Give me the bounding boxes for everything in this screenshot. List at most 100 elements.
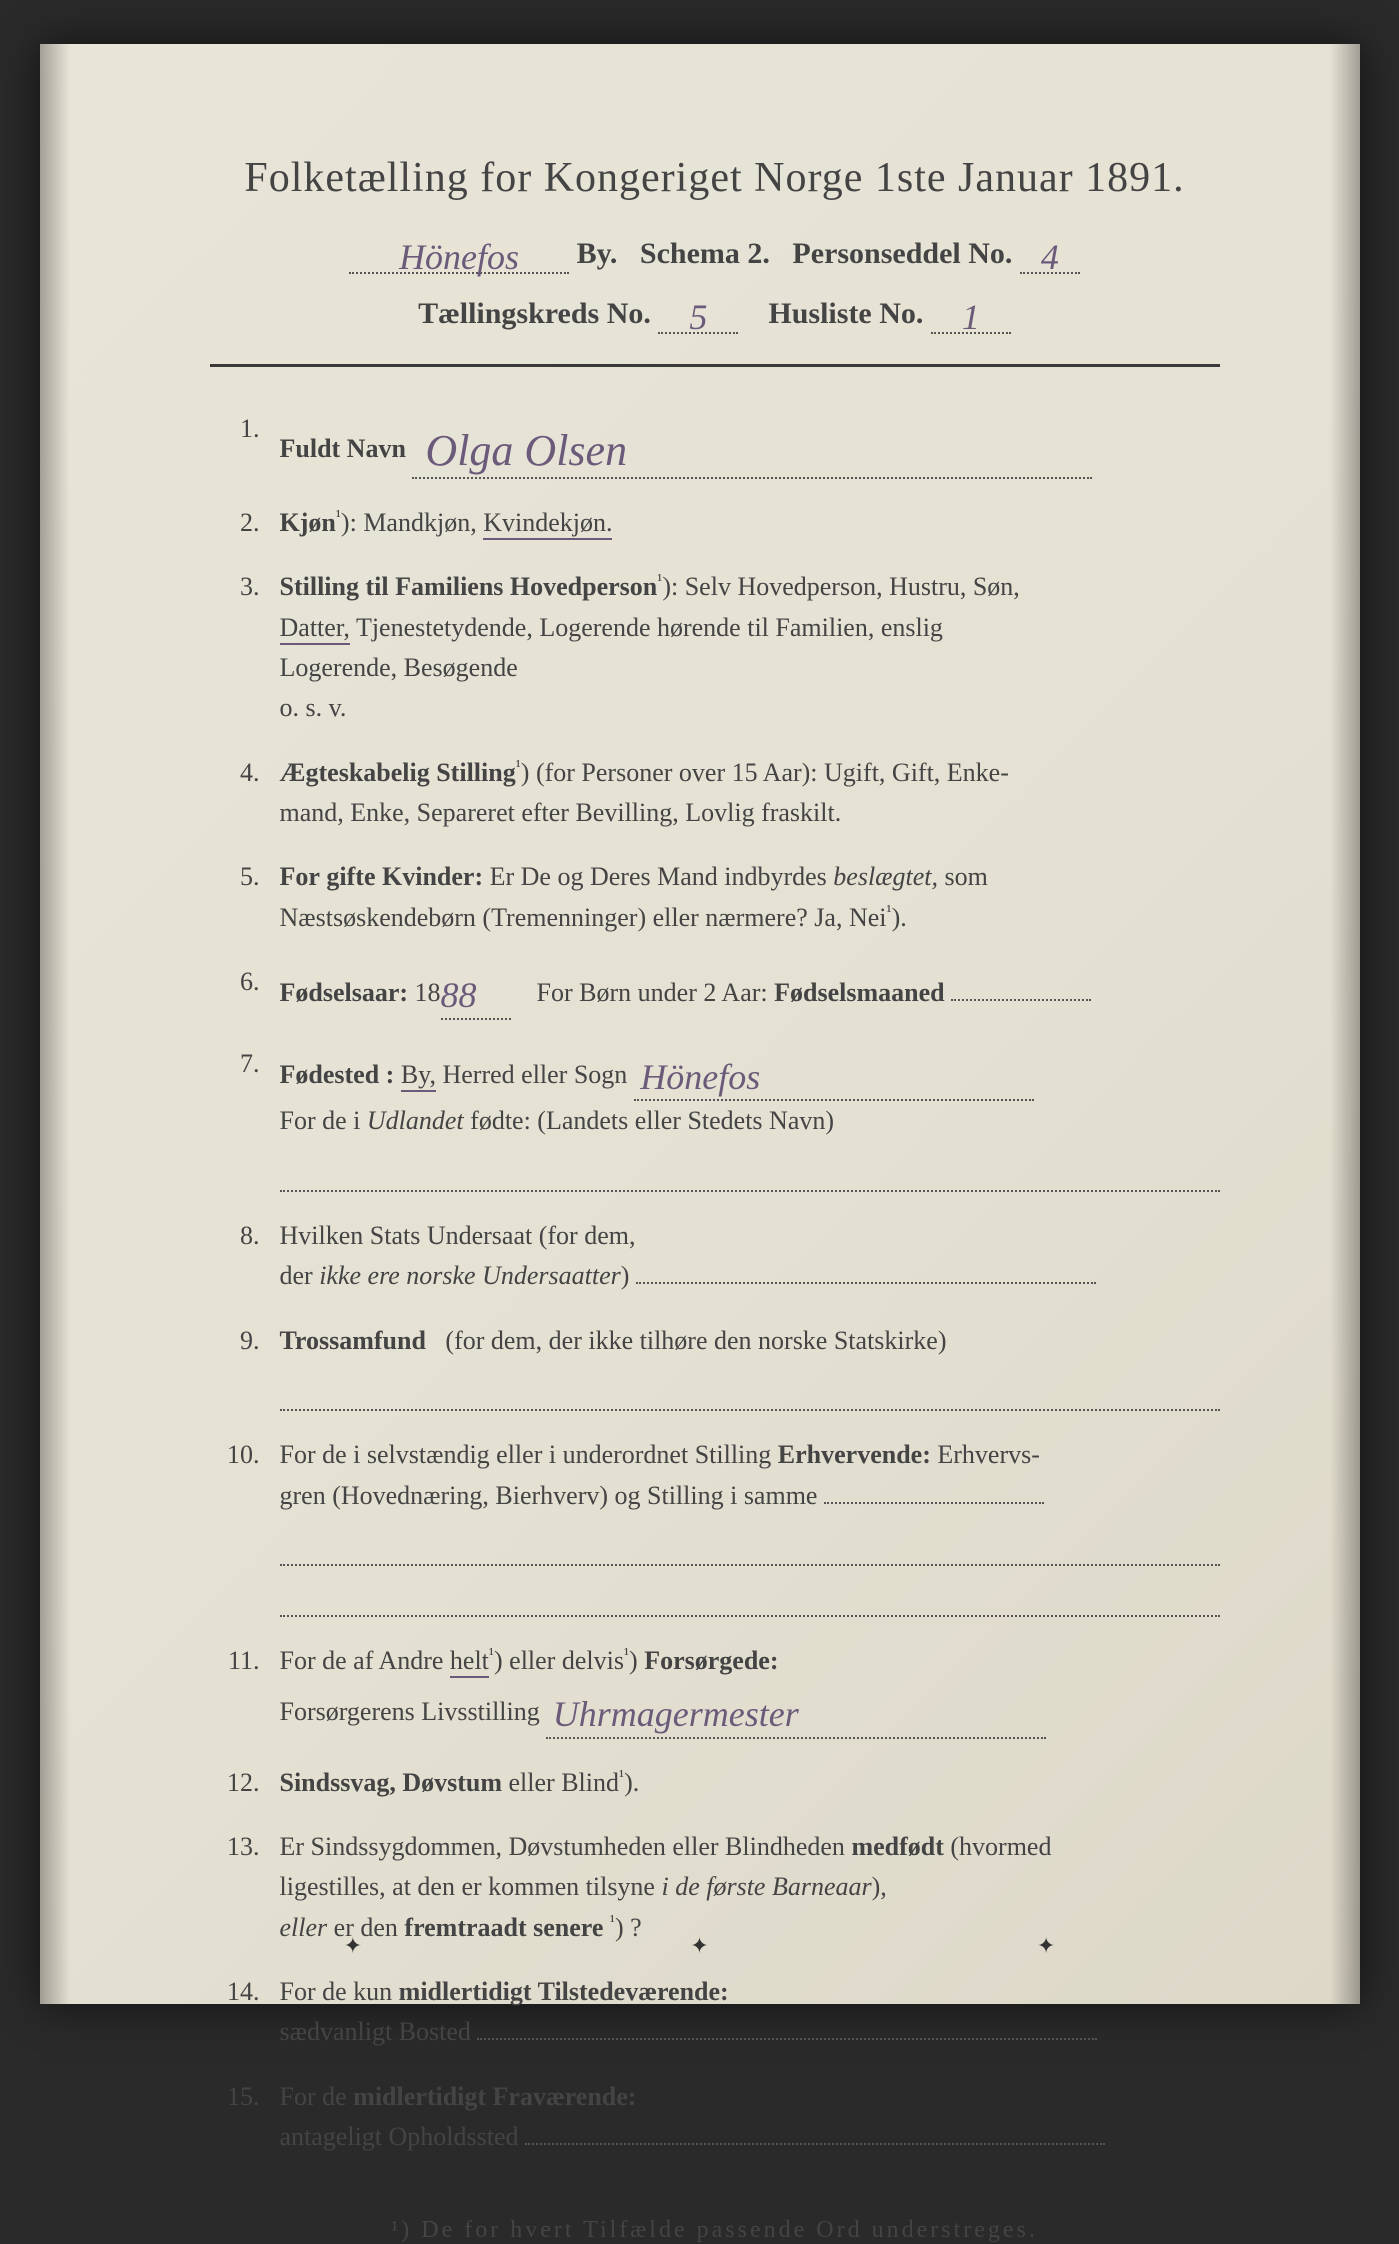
husliste-label: Husliste No.	[768, 297, 923, 330]
item-6-label: Fødselsaar:	[280, 978, 409, 1007]
city-field: Hönefos	[349, 230, 569, 274]
pin-icon: ✦	[690, 1933, 708, 1959]
item-9: Trossamfund (for dem, der ikke tilhøre d…	[210, 1321, 1220, 1412]
item-4: Ægteskabelig Stilling¹) (for Personer ov…	[210, 753, 1220, 834]
item-3-selected: Datter,	[280, 613, 350, 645]
item-1: Fuldt Navn Olga Olsen	[210, 409, 1220, 479]
item-7-label: Fødested :	[280, 1060, 395, 1089]
footnote: ¹) De for hvert Tilfælde passende Ord un…	[210, 2217, 1220, 2244]
item-14-text1: For de kun	[280, 1977, 393, 2006]
item-4-paren: (for Personer over 15 Aar):	[536, 758, 818, 787]
month-field	[951, 999, 1091, 1001]
paren-4: )	[521, 758, 536, 787]
year-value: 88	[441, 968, 477, 1024]
year-field: 88	[441, 962, 511, 1020]
birthplace-field: Hönefos	[634, 1044, 1034, 1102]
item-11-text2: eller delvis	[509, 1646, 624, 1675]
paren-8: )	[621, 1261, 630, 1290]
item-10-blank2	[280, 1530, 1220, 1566]
item-10-text1: For de i selvstændig eller i underordnet…	[280, 1440, 772, 1469]
item-10-text3: gren (Hovednæring, Bierhverv) og Stillin…	[280, 1481, 818, 1510]
item-6-year-prefix: 18	[415, 978, 441, 1007]
item-11-text1: For de af Andre	[280, 1646, 444, 1675]
item-11-underlined: helt	[450, 1646, 489, 1678]
item-4-text1: Ugift, Gift, Enke-	[824, 758, 1009, 787]
husliste-value: 1	[962, 296, 980, 338]
item-11-text3: Forsørgerens Livsstilling	[280, 1697, 540, 1726]
schema-label: Schema 2.	[640, 237, 770, 270]
personseddel-value: 4	[1041, 236, 1059, 278]
pin-icon: ✦	[344, 1933, 362, 1959]
item-13: Er Sindssygdommen, Døvstumheden eller Bl…	[210, 1827, 1220, 1948]
birthplace-value: Hönefos	[640, 1050, 760, 1106]
item-10-bold1: Erhvervende:	[778, 1440, 931, 1469]
item-14-bold1: midlertidigt Tilstedeværende:	[399, 1977, 729, 2006]
item-3-text4: o. s. v.	[280, 693, 347, 722]
subtitle-row-2: Tællingskreds No. 5 Husliste No. 1	[210, 290, 1220, 334]
item-12: Sindssvag, Døvstum eller Blind¹).	[210, 1763, 1220, 1803]
item-3-text2: Tjenestetydende, Logerende hørende til F…	[356, 613, 943, 642]
item-7: Fødested : By, Herred eller Sogn Hönefos…	[210, 1044, 1220, 1192]
by-label: By.	[577, 237, 618, 270]
item-10: For de i selvstændig eller i underordnet…	[210, 1435, 1220, 1616]
item-5-text1: Er De og Deres Mand indbyrdes	[490, 862, 827, 891]
item-8-text2: der	[280, 1261, 313, 1290]
item-10-blank3	[280, 1580, 1220, 1616]
footnote-text: De for hvert Tilfælde passende Ord under…	[421, 2217, 1038, 2243]
item-13-text1: Er Sindssygdommen, Døvstumheden eller Bl…	[280, 1832, 845, 1861]
item-11: For de af Andre helt¹) eller delvis¹) Fo…	[210, 1641, 1220, 1739]
item-15-blank	[525, 2143, 1105, 2145]
item-4-text2: mand, Enke, Separeret efter Bevilling, L…	[280, 798, 842, 827]
item-5: For gifte Kvinder: Er De og Deres Mand i…	[210, 857, 1220, 938]
item-14: For de kun midlertidigt Tilstedeværende:…	[210, 1972, 1220, 2053]
item-2-opt1: Mandkjøn,	[363, 508, 476, 537]
item-6-label2: Fødselsmaaned	[774, 978, 944, 1007]
item-15-text2: antageligt Opholdssted	[280, 2122, 519, 2151]
colon-3: ):	[662, 572, 684, 601]
item-3-label: Stilling til Familiens Hovedperson	[280, 572, 658, 601]
kreds-field: 5	[658, 290, 738, 334]
pin-marks: ✦ ✦ ✦	[40, 1933, 1360, 1959]
item-2: Kjøn¹): Mandkjøn, Kvindekjøn.	[210, 503, 1220, 543]
shadow-left	[40, 44, 70, 2004]
footnote-marker: ¹)	[391, 2217, 412, 2243]
item-3: Stilling til Familiens Hovedperson¹): Se…	[210, 567, 1220, 728]
name-value: Olga Olsen	[425, 417, 627, 485]
item-3-text3: Logerende, Besøgende	[280, 653, 518, 682]
item-8: Hvilken Stats Undersaat (for dem, der ik…	[210, 1216, 1220, 1297]
paren-12: ).	[624, 1768, 639, 1797]
item-13-bold1: medfødt	[851, 1832, 943, 1861]
item-7-text3: fødte: (Landets eller Stedets Navn)	[470, 1106, 834, 1135]
provider-value: Uhrmagermester	[553, 1687, 799, 1743]
item-5-bold: gifte Kvinder:	[326, 862, 483, 891]
item-9-text1: (for dem, der ikke tilhøre den norske St…	[445, 1326, 946, 1355]
item-2-label: Kjøn	[280, 508, 336, 537]
item-9-label: Trossamfund	[280, 1326, 426, 1355]
subtitle-row-1: Hönefos By. Schema 2. Personseddel No. 4	[210, 230, 1220, 274]
item-15-text1: For de	[280, 2082, 347, 2111]
kreds-value: 5	[689, 296, 707, 338]
item-15-bold1: midlertidigt Fraværende:	[353, 2082, 636, 2111]
form-list: Fuldt Navn Olga Olsen Kjøn¹): Mandkjøn, …	[210, 409, 1220, 2157]
provider-field: Uhrmagermester	[546, 1681, 1046, 1739]
item-13-italic1: i de første Barneaar	[661, 1872, 871, 1901]
item-6-text2: For Børn under 2 Aar:	[537, 978, 768, 1007]
divider	[210, 364, 1220, 367]
item-7-blank	[280, 1156, 1220, 1192]
kreds-label: Tællingskreds No.	[418, 297, 651, 330]
item-10-blank1	[824, 1502, 1044, 1504]
colon-2: ):	[341, 508, 363, 537]
name-field: Olga Olsen	[412, 409, 1092, 479]
shadow-right	[1330, 44, 1360, 2004]
item-5-pre: For	[280, 862, 320, 891]
item-5-italic1: beslægtet,	[833, 862, 938, 891]
item-2-opt2: Kvindekjøn.	[483, 508, 612, 540]
item-8-italic1: ikke ere norske Undersaatter	[319, 1261, 621, 1290]
item-10-text2: Erhvervs-	[937, 1440, 1040, 1469]
item-13-text2: (hvormed	[950, 1832, 1051, 1861]
item-8-blank	[636, 1282, 1096, 1284]
item-7-italic1: Udlandet	[367, 1106, 464, 1135]
item-13-text4: ),	[872, 1872, 887, 1901]
page-title: Folketælling for Kongeriget Norge 1ste J…	[210, 154, 1220, 202]
paren-5b: ).	[892, 903, 907, 932]
